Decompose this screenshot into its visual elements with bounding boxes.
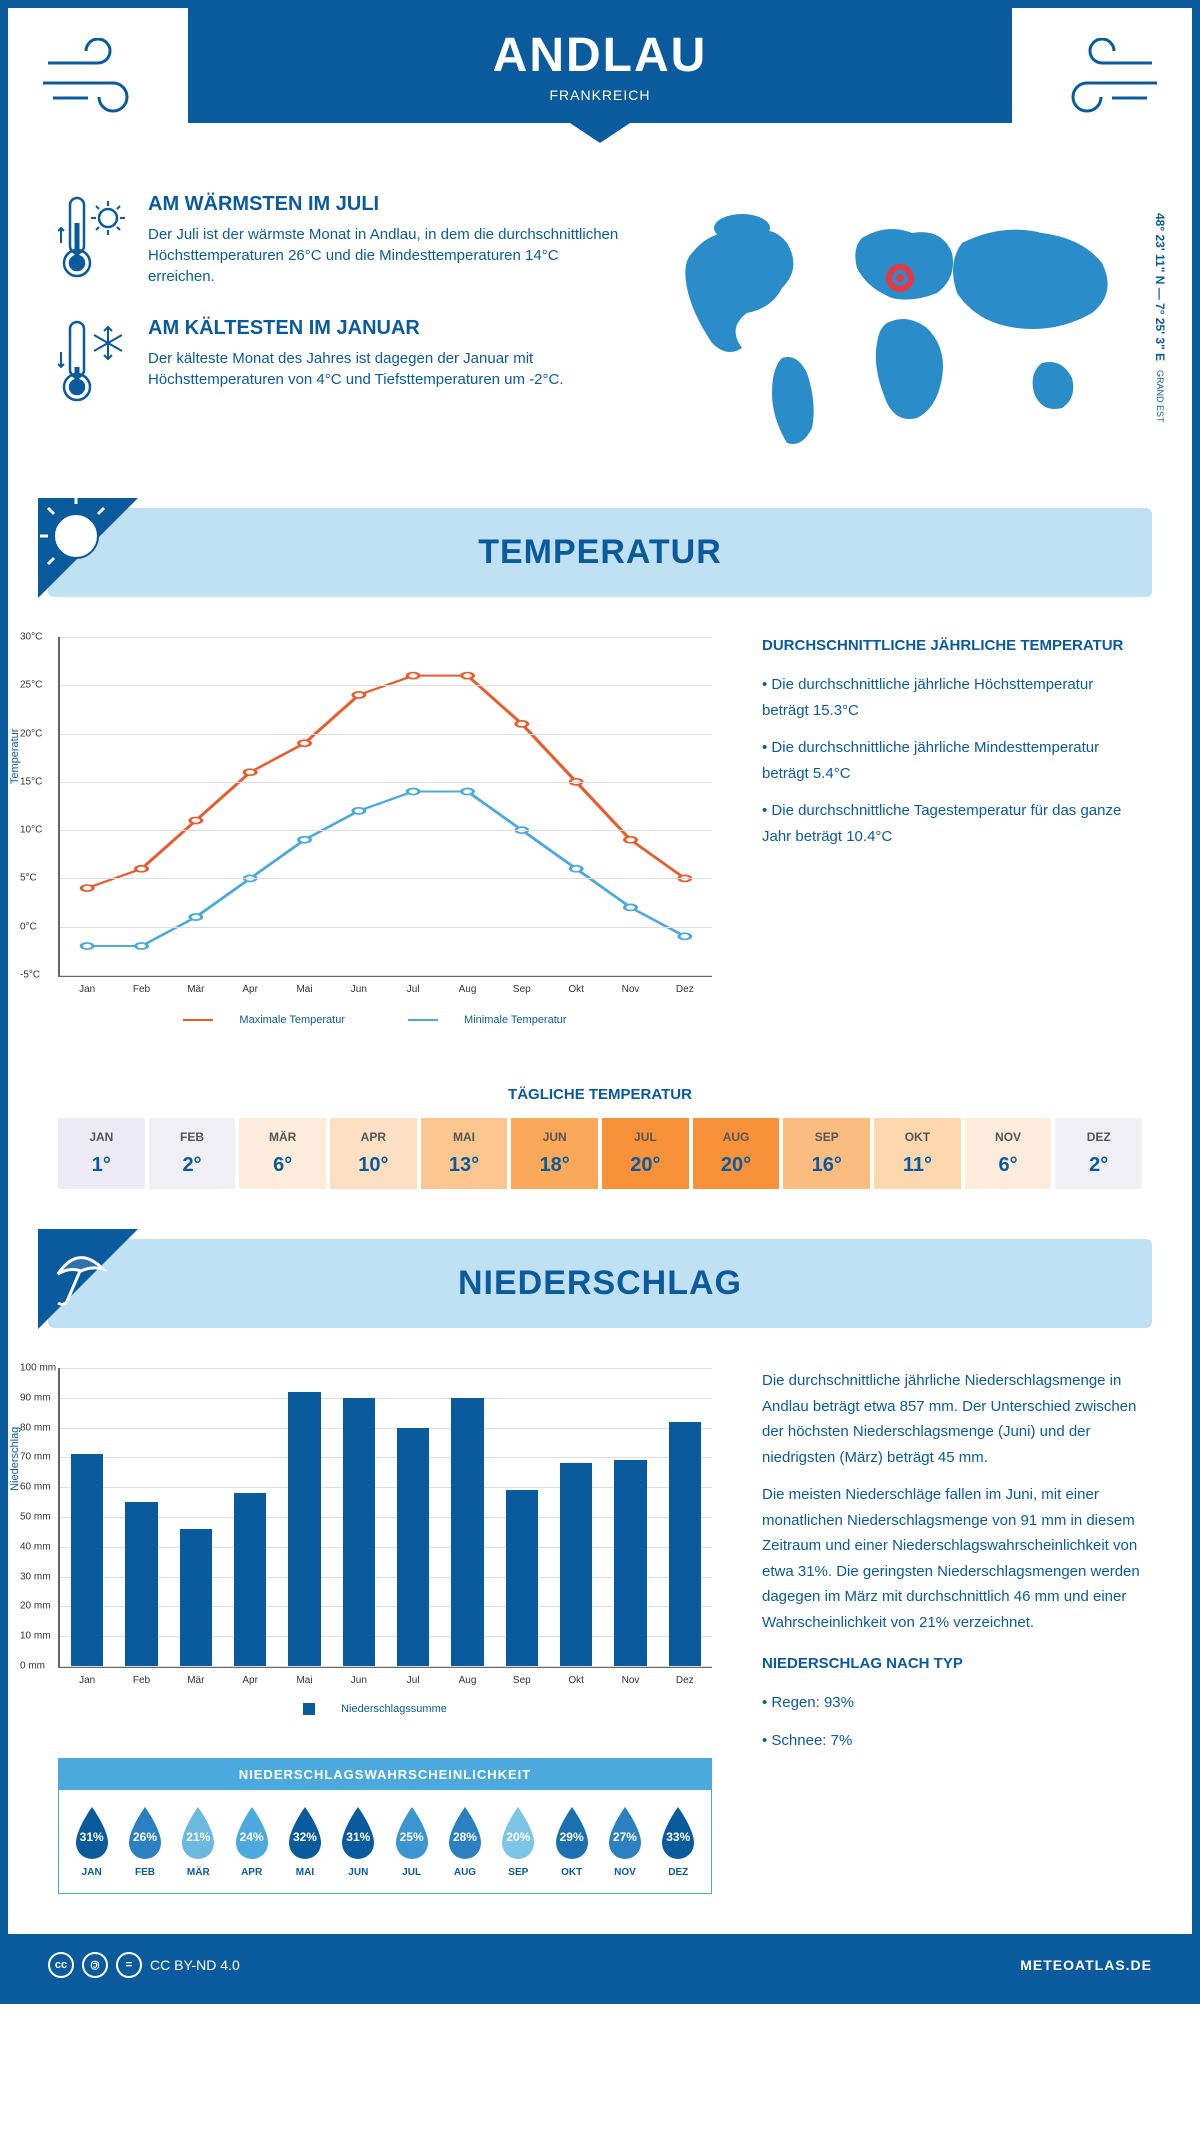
probability-drop: 28%AUG (440, 1805, 489, 1878)
temperature-chart: Temperatur -5°C0°C5°C10°C15°C20°C25°C30°… (58, 637, 712, 1026)
probability-drop: 29%OKT (547, 1805, 596, 1878)
daily-cell: NOV6° (965, 1118, 1052, 1189)
daily-cell: JAN1° (58, 1118, 145, 1189)
cc-icon: cc (48, 1952, 74, 1978)
daily-cell: AUG20° (693, 1118, 780, 1189)
probability-drop: 27%NOV (600, 1805, 649, 1878)
daily-cell: DEZ2° (1055, 1118, 1142, 1189)
warmest-fact: AM WÄRMSTEN IM JULI Der Juli ist der wär… (58, 193, 622, 287)
sun-icon (38, 498, 138, 598)
precipitation-probability: NIEDERSCHLAGSWAHRSCHEINLICHKEIT 31%JAN26… (58, 1758, 712, 1894)
section-title: NIEDERSCHLAG (98, 1264, 1102, 1303)
warmest-text: Der Juli ist der wärmste Monat in Andlau… (148, 224, 622, 287)
thermometer-hot-icon (58, 193, 128, 283)
probability-drop: 33%DEZ (654, 1805, 703, 1878)
license: cc 🄯 = CC BY-ND 4.0 (48, 1952, 240, 1978)
daily-cell: MAI13° (421, 1118, 508, 1189)
temperature-header: TEMPERATUR (48, 508, 1152, 597)
bar-legend: Niederschlagssumme (58, 1703, 712, 1718)
daily-temp-title: TÄGLICHE TEMPERATUR (8, 1086, 1192, 1103)
daily-cell: JUL20° (602, 1118, 689, 1189)
thermometer-cold-icon (58, 317, 128, 407)
coldest-title: AM KÄLTESTEN IM JANUAR (148, 317, 622, 340)
probability-drop: 20%SEP (494, 1805, 543, 1878)
city-title: ANDLAU (208, 28, 992, 83)
precipitation-header: NIEDERSCHLAG (48, 1239, 1152, 1328)
daily-cell: FEB2° (149, 1118, 236, 1189)
temperature-summary: DURCHSCHNITTLICHE JÄHRLICHE TEMPERATUR •… (762, 637, 1142, 1026)
probability-drop: 25%JUL (387, 1805, 436, 1878)
daily-cell: SEP16° (783, 1118, 870, 1189)
coldest-text: Der kälteste Monat des Jahres ist dagege… (148, 348, 622, 390)
header-banner: ANDLAU FRANKREICH (188, 8, 1012, 123)
daily-cell: MÄR6° (239, 1118, 326, 1189)
precipitation-bar-chart: Niederschlag 0 mm10 mm20 mm30 mm40 mm50 … (58, 1368, 712, 1668)
daily-cell: APR10° (330, 1118, 417, 1189)
footer: cc 🄯 = CC BY-ND 4.0 METEOATLAS.DE (8, 1934, 1192, 1996)
coordinates: 48° 23' 11" N — 7° 25' 3" E GRAND EST (1153, 213, 1167, 423)
wind-icon (38, 38, 158, 123)
probability-drop: 26%FEB (120, 1805, 169, 1878)
precipitation-summary: Die durchschnittliche jährliche Niedersc… (762, 1368, 1142, 1894)
coldest-fact: AM KÄLTESTEN IM JANUAR Der kälteste Mona… (58, 317, 622, 407)
probability-drop: 24%APR (227, 1805, 276, 1878)
daily-cell: JUN18° (511, 1118, 598, 1189)
infographic-frame: ANDLAU FRANKREICH AM WÄRMSTEN IM JULI De… (0, 0, 1200, 2004)
probability-drop: 31%JAN (67, 1805, 116, 1878)
site-name: METEOATLAS.DE (1020, 1957, 1152, 1973)
daily-cell: OKT11° (874, 1118, 961, 1189)
section-title: TEMPERATUR (98, 533, 1102, 572)
summary-section: AM WÄRMSTEN IM JULI Der Juli ist der wär… (8, 163, 1192, 508)
country-subtitle: FRANKREICH (208, 87, 992, 103)
probability-drop: 31%JUN (334, 1805, 383, 1878)
nd-icon: = (116, 1952, 142, 1978)
world-map: 48° 23' 11" N — 7° 25' 3" E GRAND EST (662, 193, 1142, 468)
probability-drop: 32%MAI (280, 1805, 329, 1878)
wind-icon (1042, 38, 1162, 123)
warmest-title: AM WÄRMSTEN IM JULI (148, 193, 622, 216)
umbrella-icon (38, 1229, 138, 1329)
by-icon: 🄯 (82, 1952, 108, 1978)
probability-drop: 21%MÄR (174, 1805, 223, 1878)
daily-temp-strip: JAN1°FEB2°MÄR6°APR10°MAI13°JUN18°JUL20°A… (58, 1118, 1142, 1189)
chart-legend: Maximale Temperatur Minimale Temperatur (58, 1012, 712, 1026)
